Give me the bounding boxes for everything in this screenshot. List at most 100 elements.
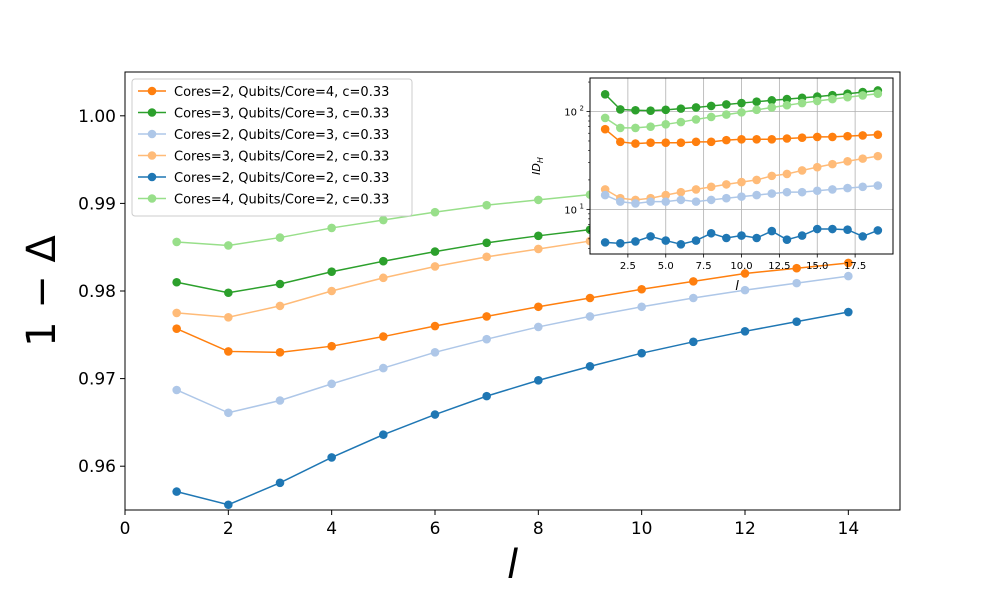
inset-data-point	[616, 239, 625, 248]
inset-data-point	[631, 123, 640, 133]
inset-data-point	[828, 224, 837, 234]
inset-x-tick-label: 15.0	[806, 261, 828, 272]
inset-data-point	[843, 225, 852, 234]
main-y-tick-label: 0.96	[78, 457, 116, 477]
inset-data-point	[873, 89, 883, 99]
main-data-point	[689, 277, 698, 286]
inset-data-point	[812, 132, 822, 142]
main-data-point	[844, 271, 853, 281]
inset-data-point	[782, 187, 792, 197]
main-data-point	[172, 385, 181, 395]
inset-data-point	[722, 135, 731, 145]
main-data-point	[534, 322, 543, 332]
legend-label: Cores=3, Qubits/Core=3, c=0.33	[174, 107, 389, 122]
inset-data-point	[873, 226, 883, 235]
legend-item: Cores=4, Qubits/Core=2, c=0.33	[138, 193, 389, 208]
inset-data-point	[858, 182, 867, 192]
main-x-tick-label: 6	[430, 519, 441, 539]
main-data-point	[327, 379, 336, 389]
inset-data-point	[676, 195, 686, 205]
inset-data-point	[858, 131, 867, 140]
inset-data-point	[767, 96, 777, 105]
inset-data-point	[797, 187, 807, 197]
inset-data-point	[616, 105, 625, 114]
legend-marker	[147, 172, 157, 182]
inset-series-2	[600, 89, 883, 133]
main-data-point	[327, 267, 336, 277]
inset-data-point	[797, 98, 807, 108]
inset-data-point	[767, 189, 777, 198]
inset-data-point	[676, 117, 686, 127]
inset-data-point	[661, 138, 671, 148]
main-data-point	[275, 301, 285, 311]
inset-y-tick-exponent: 1	[580, 202, 584, 210]
main-data-point	[482, 252, 491, 262]
inset-data-point	[752, 190, 761, 200]
main-data-point	[224, 408, 233, 418]
main-data-point	[430, 207, 440, 217]
main-data-point	[534, 244, 543, 254]
legend-label: Cores=2, Qubits/Core=4, c=0.33	[174, 85, 389, 100]
inset-data-point	[616, 197, 625, 206]
main-data-point	[534, 302, 543, 312]
inset-data-point	[828, 159, 837, 169]
main-data-point	[275, 478, 285, 488]
inset-data-point	[767, 226, 777, 236]
main-data-point	[224, 288, 233, 298]
inset-data-point	[706, 112, 716, 122]
main-data-point	[740, 269, 750, 278]
inset-data-point	[646, 106, 655, 115]
main-data-point	[637, 348, 646, 358]
inset-data-point	[767, 103, 777, 112]
main-data-point	[172, 308, 181, 318]
inset-data-point	[752, 233, 761, 243]
main-data-point	[482, 334, 491, 344]
legend-marker	[147, 86, 157, 96]
main-data-point	[689, 337, 698, 347]
inset-data-point	[661, 105, 671, 115]
inset-series-6	[600, 224, 883, 249]
legend-marker	[147, 129, 157, 139]
main-data-point	[275, 233, 285, 242]
inset-data-point	[691, 137, 701, 147]
inset-data-point	[843, 131, 852, 141]
inset-data-point	[782, 235, 792, 244]
main-data-point	[224, 500, 233, 510]
inset-data-point	[797, 231, 807, 240]
inset-data-point	[706, 137, 716, 147]
inset-data-point	[661, 120, 671, 129]
main-x-tick-label: 2	[223, 519, 234, 539]
inset-data-point	[691, 115, 701, 124]
inset-data-point	[843, 92, 852, 102]
inset-data-point	[812, 224, 822, 234]
legend-label: Cores=2, Qubits/Core=2, c=0.33	[174, 171, 389, 186]
main-x-tick-label: 0	[120, 519, 131, 539]
main-data-point	[172, 487, 181, 496]
main-y-tick-label: 1.00	[78, 107, 116, 127]
legend-item: Cores=2, Qubits/Core=4, c=0.33	[138, 85, 389, 100]
main-x-tick-label: 8	[533, 519, 544, 539]
inset-data-point	[646, 232, 655, 241]
main-data-point	[379, 332, 388, 341]
main-x-tick-label: 10	[631, 519, 653, 539]
inset-y-tick-label: 10	[564, 108, 577, 119]
inset-data-point	[631, 105, 640, 115]
legend-marker	[147, 194, 157, 203]
main-data-point	[482, 200, 491, 210]
legend-label: Cores=4, Qubits/Core=2, c=0.33	[174, 193, 389, 208]
inset-data-point	[646, 122, 655, 131]
inset-data-point	[782, 94, 792, 104]
inset-data-point	[752, 97, 761, 106]
main-data-point	[740, 285, 750, 295]
inset-x-tick-label: 17.5	[844, 261, 866, 272]
inset-data-point	[752, 175, 761, 185]
inset-data-point	[676, 104, 686, 113]
inset-data-point	[782, 100, 792, 110]
inset-data-point	[843, 156, 852, 166]
main-series-line	[176, 262, 849, 354]
legend: Cores=2, Qubits/Core=4, c=0.33 Cores=3, Q…	[131, 78, 413, 217]
inset-series-3	[600, 124, 883, 148]
inset-data-point	[616, 137, 625, 147]
